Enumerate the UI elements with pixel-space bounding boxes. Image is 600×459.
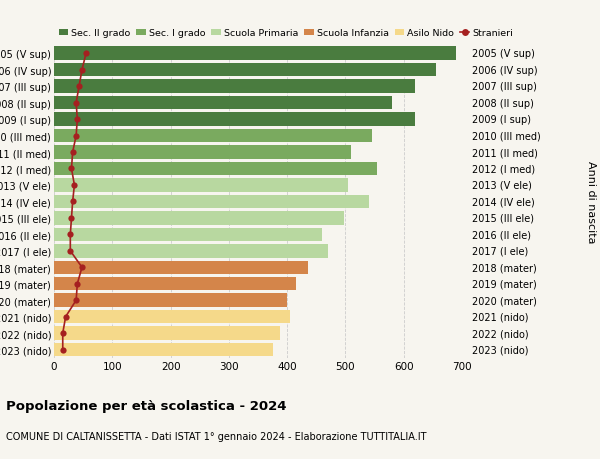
- Bar: [54, 129, 371, 143]
- Bar: [54, 179, 349, 192]
- Bar: [54, 310, 290, 324]
- Bar: [54, 245, 328, 258]
- Bar: [54, 294, 287, 307]
- Bar: [54, 327, 280, 340]
- Text: Anni di nascita: Anni di nascita: [586, 161, 596, 243]
- Bar: [54, 228, 322, 241]
- Bar: [54, 343, 272, 357]
- Bar: [54, 47, 456, 61]
- Bar: [54, 80, 415, 94]
- Text: Popolazione per età scolastica - 2024: Popolazione per età scolastica - 2024: [6, 399, 287, 412]
- Bar: [54, 277, 296, 291]
- Bar: [54, 146, 351, 159]
- Bar: [54, 212, 344, 225]
- Text: COMUNE DI CALTANISSETTA - Dati ISTAT 1° gennaio 2024 - Elaborazione TUTTITALIA.I: COMUNE DI CALTANISSETTA - Dati ISTAT 1° …: [6, 431, 427, 442]
- Bar: [54, 162, 377, 176]
- Legend: Sec. II grado, Sec. I grado, Scuola Primaria, Scuola Infanzia, Asilo Nido, Stran: Sec. II grado, Sec. I grado, Scuola Prim…: [59, 29, 514, 38]
- Bar: [54, 97, 392, 110]
- Bar: [54, 113, 415, 127]
- Bar: [54, 195, 369, 209]
- Bar: [54, 64, 436, 77]
- Bar: [54, 261, 308, 274]
